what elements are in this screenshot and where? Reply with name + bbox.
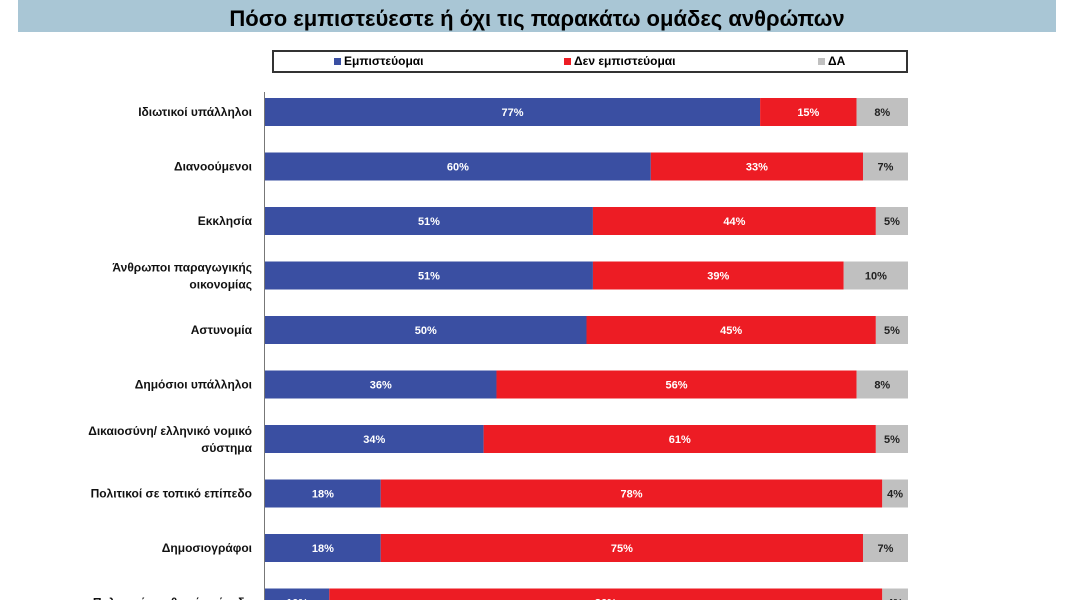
bar-segment-na [843,261,908,290]
bar-segment-na [862,534,908,562]
bar-segment-distrust [760,98,857,126]
bar-value-label-distrust: 45% [720,325,742,337]
bar-segment-distrust [586,316,876,344]
bar-segment-na [875,425,908,453]
legend-label-na: ΔΑ [828,54,846,68]
bar-segment-trust [265,207,593,235]
bar-value-label-distrust: 56% [666,380,688,392]
bar-segment-trust [265,479,381,508]
bar-segment-trust [265,588,330,600]
bar-value-label-na: 8% [874,380,890,392]
category-label: Αστυνομία [191,323,253,337]
bar-value-label-na: 5% [884,434,900,446]
category-axis-line [264,92,265,600]
legend-swatch-na [818,57,825,65]
bar-segment-na [856,98,908,126]
category-label: Πολιτικοί σε τοπικό επίπεδο [91,487,252,501]
category-label: Δικαιοσύνη/ ελληνικό νομικό σύστημα [88,424,252,455]
bar-value-label-trust: 34% [363,434,385,446]
legend-item-distrust: Δεν εμπιστεύομαι [564,54,676,68]
bar-value-label-na: 4% [887,489,903,501]
bar-segment-distrust [592,207,876,235]
bar-value-label-na: 10% [865,271,887,283]
bar-value-label-trust: 36% [370,380,392,392]
bar-segment-distrust [483,425,876,453]
category-label: Άνθρωποι παραγωγικής οικονομίας [112,261,252,292]
bar-value-label-distrust: 86% [595,598,617,600]
legend-swatch-trust [334,57,341,65]
chart-title: Πόσο εμπιστεύεστε ή όχι τις παρακάτω ομά… [229,6,845,31]
bar-value-label-trust: 77% [502,107,524,119]
legend-label-distrust: Δεν εμπιστεύομαι [574,54,676,68]
bar-value-label-na: 8% [874,107,890,119]
bar-segment-na [882,588,908,600]
category-label: Ιδιωτικοί υπάλληλοι [138,105,252,119]
bar-segment-trust [265,261,593,290]
bar-value-label-trust: 50% [415,325,437,337]
bar-value-label-distrust: 39% [707,271,729,283]
chart-legend: Εμπιστεύομαι Δεν εμπιστεύομαι ΔΑ [272,50,908,73]
bar-segment-distrust [592,261,844,290]
legend-swatch-distrust [564,57,571,65]
bar-segment-na [882,479,908,508]
bar-value-label-trust: 60% [447,162,469,174]
category-label: Δημοσιογράφοι [162,541,252,555]
bar-segment-distrust [329,588,883,600]
bar-value-label-trust: 51% [418,271,440,283]
legend-label-trust: Εμπιστεύομαι [344,54,424,68]
category-label: Δημόσιοι υπάλληλοι [135,378,252,392]
bar-segment-distrust [496,370,857,399]
bar-value-label-na: 5% [884,216,900,228]
bar-value-label-na: 7% [878,543,894,555]
title-banner: Πόσο εμπιστεύεστε ή όχι τις παρακάτω ομά… [18,0,1056,32]
bar-value-label-na: 7% [878,162,894,174]
category-label: Διανοούμενοι [174,160,252,174]
bar-segment-na [875,207,908,235]
bar-value-label-distrust: 15% [797,107,819,119]
bar-segment-na [862,152,908,181]
bar-value-label-distrust: 78% [620,489,642,501]
bar-value-label-distrust: 61% [669,434,691,446]
bar-segment-distrust [380,534,863,562]
category-label: Πολιτικοί σε εθνικό επίπεδο [93,596,252,600]
bar-value-label-distrust: 75% [611,543,633,555]
bar-segment-trust [265,425,484,453]
bar-value-label-na: 4% [887,598,903,600]
bar-segment-trust [265,370,497,399]
bar-segment-trust [265,152,651,181]
bar-segment-na [875,316,908,344]
bar-value-label-trust: 51% [418,216,440,228]
bar-value-label-trust: 18% [312,543,334,555]
bar-segment-na [856,370,908,399]
bar-segment-distrust [380,479,883,508]
bar-segment-distrust [650,152,863,181]
bar-segment-trust [265,316,587,344]
legend-item-trust: Εμπιστεύομαι [334,54,424,68]
bar-value-label-trust: 10% [286,598,308,600]
bar-value-label-distrust: 44% [723,216,745,228]
category-label: Εκκλησία [198,214,253,228]
bar-value-label-trust: 18% [312,489,334,501]
bar-value-label-distrust: 33% [746,162,768,174]
bar-segment-trust [265,98,761,126]
legend-item-na: ΔΑ [818,54,845,68]
bar-value-label-na: 5% [884,325,900,337]
bar-segment-trust [265,534,381,562]
